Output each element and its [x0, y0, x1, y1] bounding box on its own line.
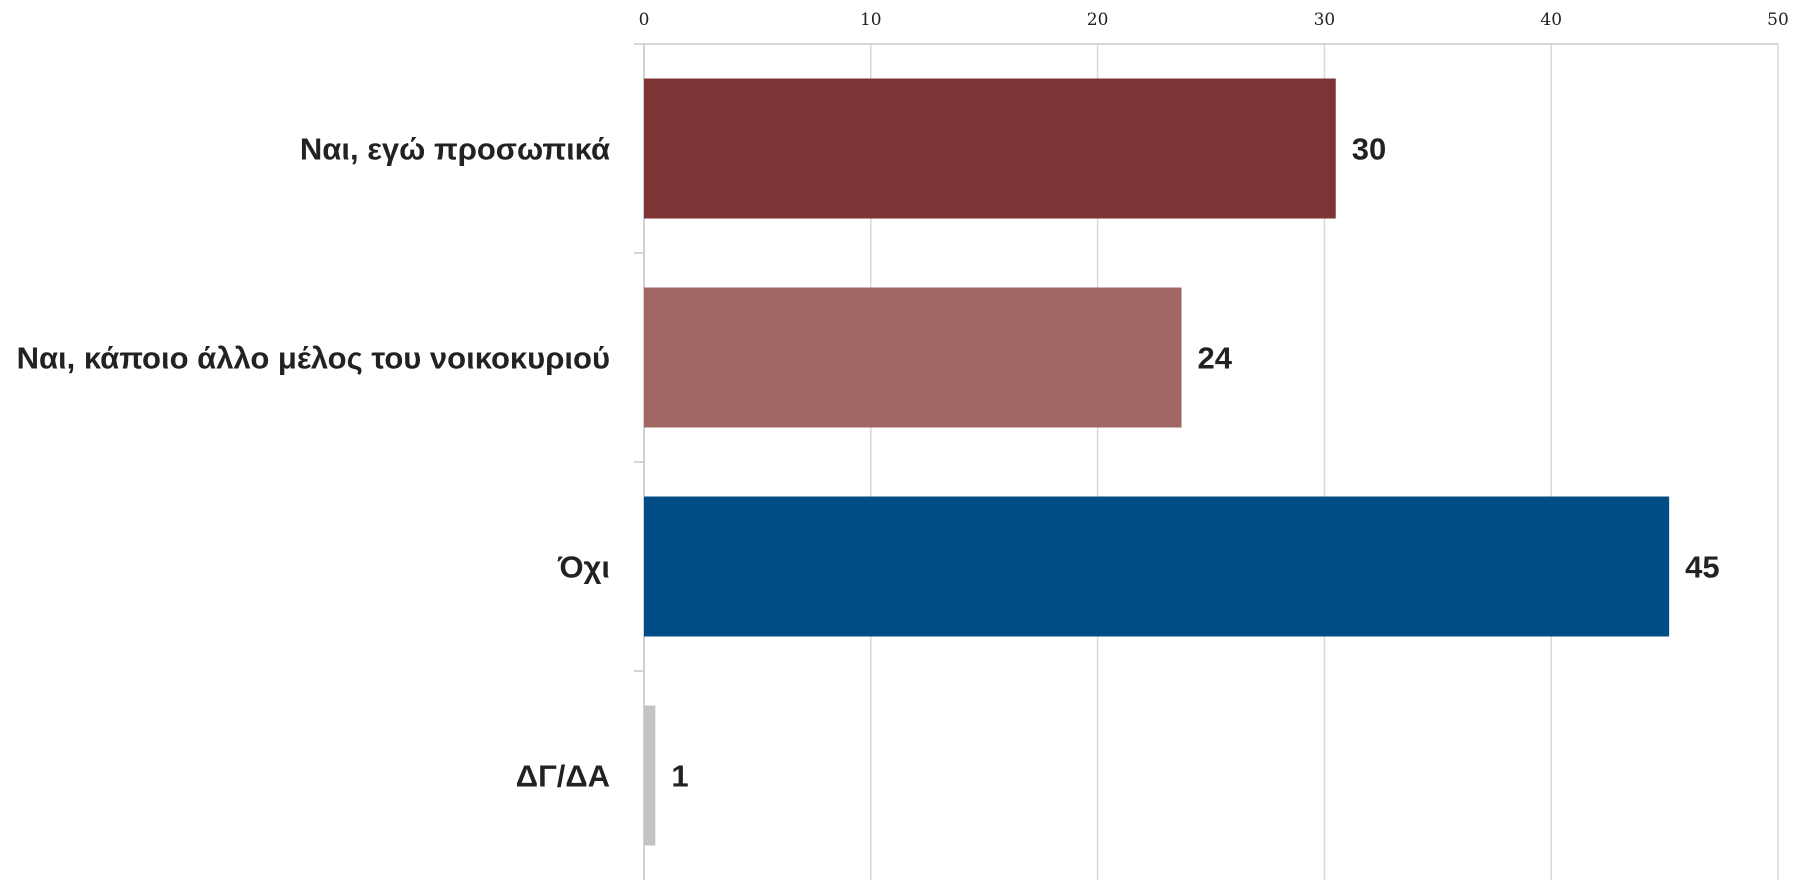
- category-label: Όχι: [557, 550, 610, 585]
- bar: [644, 78, 1336, 219]
- x-tick-label: 40: [1540, 10, 1562, 30]
- data-label: 24: [1198, 341, 1233, 376]
- bar: [644, 705, 656, 846]
- x-tick-label: 30: [1314, 10, 1336, 30]
- bar: [644, 287, 1182, 428]
- x-tick-label: 10: [860, 10, 882, 30]
- data-label: 1: [671, 759, 688, 794]
- x-tick-label: 20: [1087, 10, 1109, 30]
- category-label: Ναι, κάποιο άλλο μέλος του νοικοκυριού: [17, 341, 610, 376]
- bar: [644, 496, 1670, 637]
- data-label: 30: [1352, 132, 1386, 167]
- data-label: 45: [1685, 550, 1719, 585]
- category-label: ΔΓ/ΔΑ: [516, 759, 610, 794]
- x-tick-label: 0: [639, 10, 650, 30]
- x-tick-label: 50: [1767, 10, 1789, 30]
- category-label: Ναι, εγώ προσωπικά: [300, 132, 610, 167]
